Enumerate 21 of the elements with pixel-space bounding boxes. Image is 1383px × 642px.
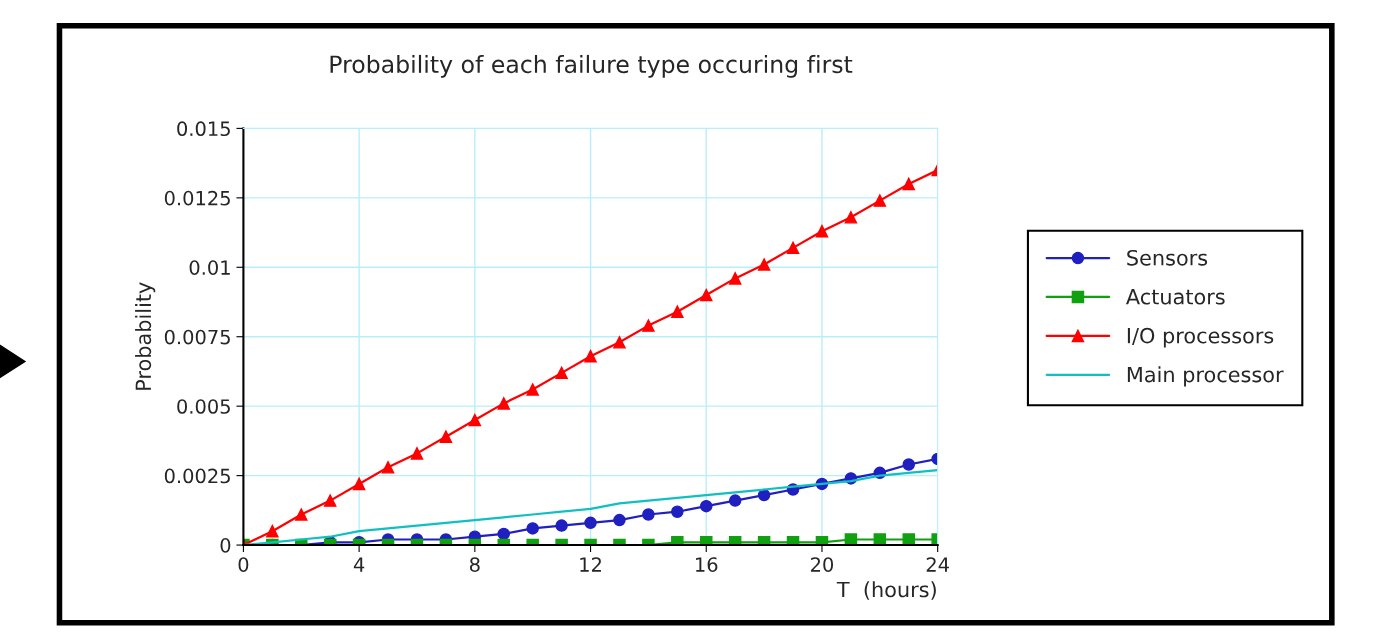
x-tick-label: 20: [811, 557, 834, 572]
y-tick-label: 0.005: [177, 399, 230, 414]
x-tick-label: 24: [926, 557, 949, 572]
legend-label: Sensors: [1127, 249, 1208, 266]
x-tick-label: 0: [238, 557, 249, 572]
legend-label: Actuators: [1126, 289, 1225, 305]
y-tick-label: 0.0125: [164, 190, 230, 206]
x-axis-title: T (hours): [836, 581, 936, 600]
y-tick-label: 0: [220, 538, 231, 553]
y-tick-label: 0.01: [189, 260, 230, 275]
x-tick-label: 4: [353, 557, 365, 572]
y-tick-label: 0.0075: [164, 329, 230, 345]
chart-title: Probability of each failure type occuring first: [330, 54, 853, 78]
y-axis-title: Probability: [135, 282, 156, 390]
legend-label: Main processor: [1127, 366, 1284, 387]
x-tick-label: 16: [696, 557, 718, 572]
y-tick-label: 0.0025: [164, 468, 230, 484]
y-tick-label: 0.015: [177, 121, 230, 137]
legend-label: I/O processors: [1127, 327, 1274, 348]
x-tick-label: 12: [580, 557, 601, 572]
x-tick-label: 8: [469, 557, 480, 572]
